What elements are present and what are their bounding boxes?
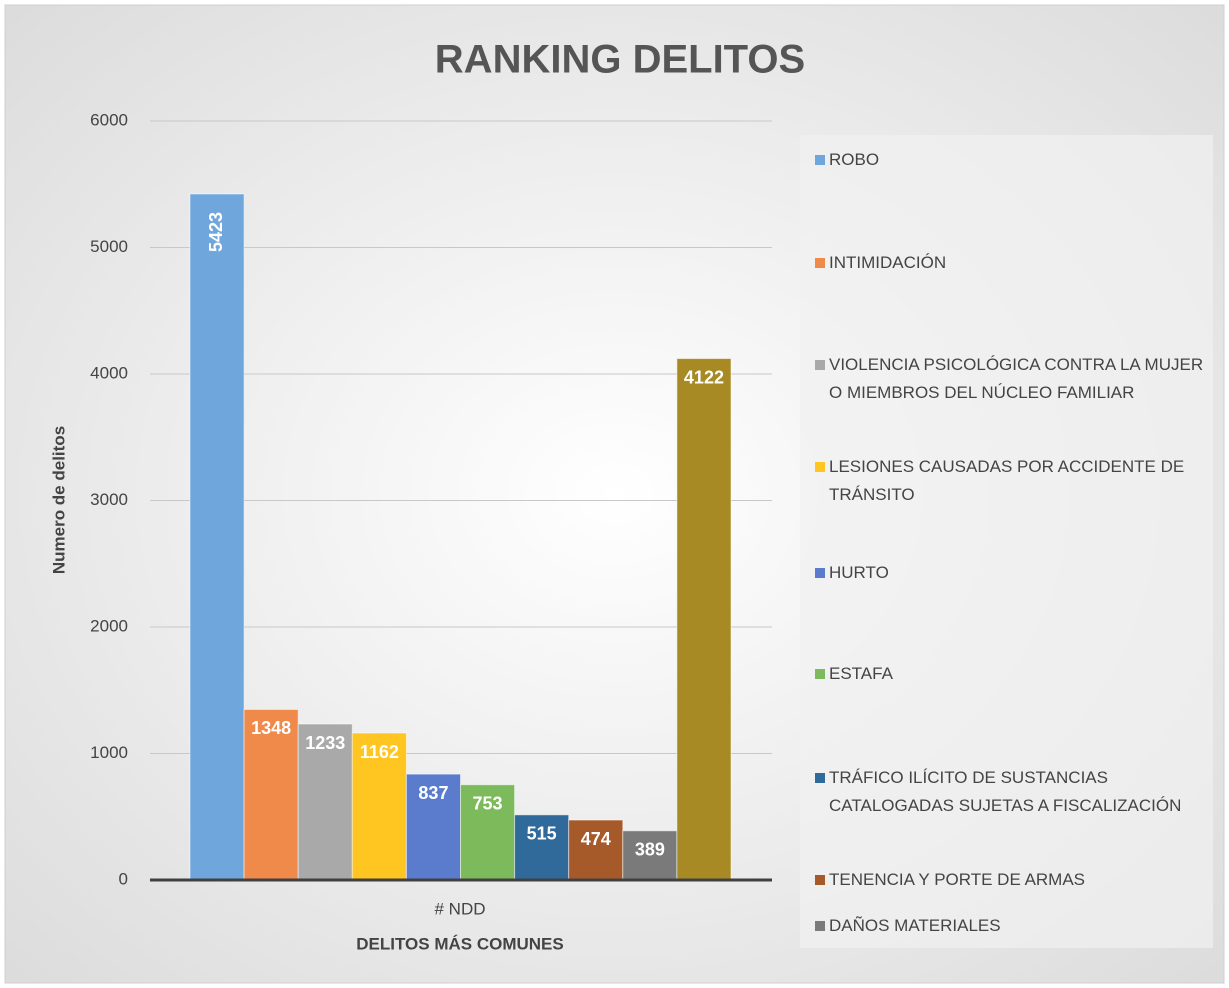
bar bbox=[243, 708, 299, 881]
legend-swatch bbox=[815, 360, 825, 370]
bar bbox=[189, 193, 245, 881]
y-axis-title: Numero de delitos bbox=[49, 426, 68, 574]
bar bbox=[460, 784, 516, 881]
legend-swatch bbox=[815, 669, 825, 679]
data-label: 5423 bbox=[206, 212, 226, 252]
bar bbox=[568, 819, 624, 881]
data-label: 4122 bbox=[684, 367, 724, 387]
legend-label: ROBO bbox=[829, 150, 880, 169]
y-tick-label: 1000 bbox=[90, 743, 128, 762]
legend-label: TENENCIA Y PORTE DE ARMAS bbox=[829, 870, 1086, 889]
data-label: 389 bbox=[635, 840, 665, 860]
bar bbox=[351, 732, 407, 881]
data-label: 753 bbox=[473, 793, 503, 813]
legend-label: VIOLENCIA PSICOLÓGICA CONTRA LA MUJER O … bbox=[829, 355, 1204, 402]
legend-label: HURTO bbox=[829, 563, 889, 582]
legend-swatch bbox=[815, 921, 825, 931]
y-tick-label: 6000 bbox=[90, 110, 128, 129]
legend-swatch bbox=[815, 155, 825, 165]
y-tick-label: 2000 bbox=[90, 616, 128, 635]
legend-swatch bbox=[815, 773, 825, 783]
legend-label: DAÑOS MATERIALES bbox=[829, 916, 1001, 935]
x-axis-title: DELITOS MÁS COMUNES bbox=[356, 934, 563, 953]
y-tick-label: 4000 bbox=[90, 363, 128, 382]
legend-label: INTIMIDACIÓN bbox=[829, 253, 947, 272]
data-label: 515 bbox=[527, 824, 557, 844]
legend-label: TRÁFICO ILÍCITO DE SUSTANCIAS CATALOGADA… bbox=[829, 768, 1182, 815]
legend-swatch bbox=[815, 875, 825, 885]
data-label: 1162 bbox=[360, 742, 399, 762]
legend-label: ESTAFA bbox=[829, 664, 893, 683]
chart-title: RANKING DELITOS bbox=[435, 38, 805, 82]
legend-box bbox=[800, 135, 1213, 948]
legend-swatch bbox=[815, 258, 825, 268]
data-label: 474 bbox=[581, 829, 611, 849]
data-label: 1348 bbox=[251, 718, 291, 738]
bar bbox=[514, 814, 570, 881]
legend-swatch bbox=[815, 462, 825, 472]
bar bbox=[297, 723, 353, 881]
legend-swatch bbox=[815, 568, 825, 578]
x-tick-label: # NDD bbox=[434, 899, 485, 918]
data-label: 837 bbox=[418, 783, 448, 803]
data-label: 1233 bbox=[305, 733, 345, 753]
y-tick-label: 3000 bbox=[90, 490, 128, 509]
y-tick-label: 5000 bbox=[90, 237, 128, 256]
y-tick-label: 0 bbox=[119, 869, 128, 888]
legend-label: LESIONES CAUSADAS POR ACCIDENTE DE TRÁNS… bbox=[829, 457, 1185, 504]
bar bbox=[676, 358, 732, 881]
